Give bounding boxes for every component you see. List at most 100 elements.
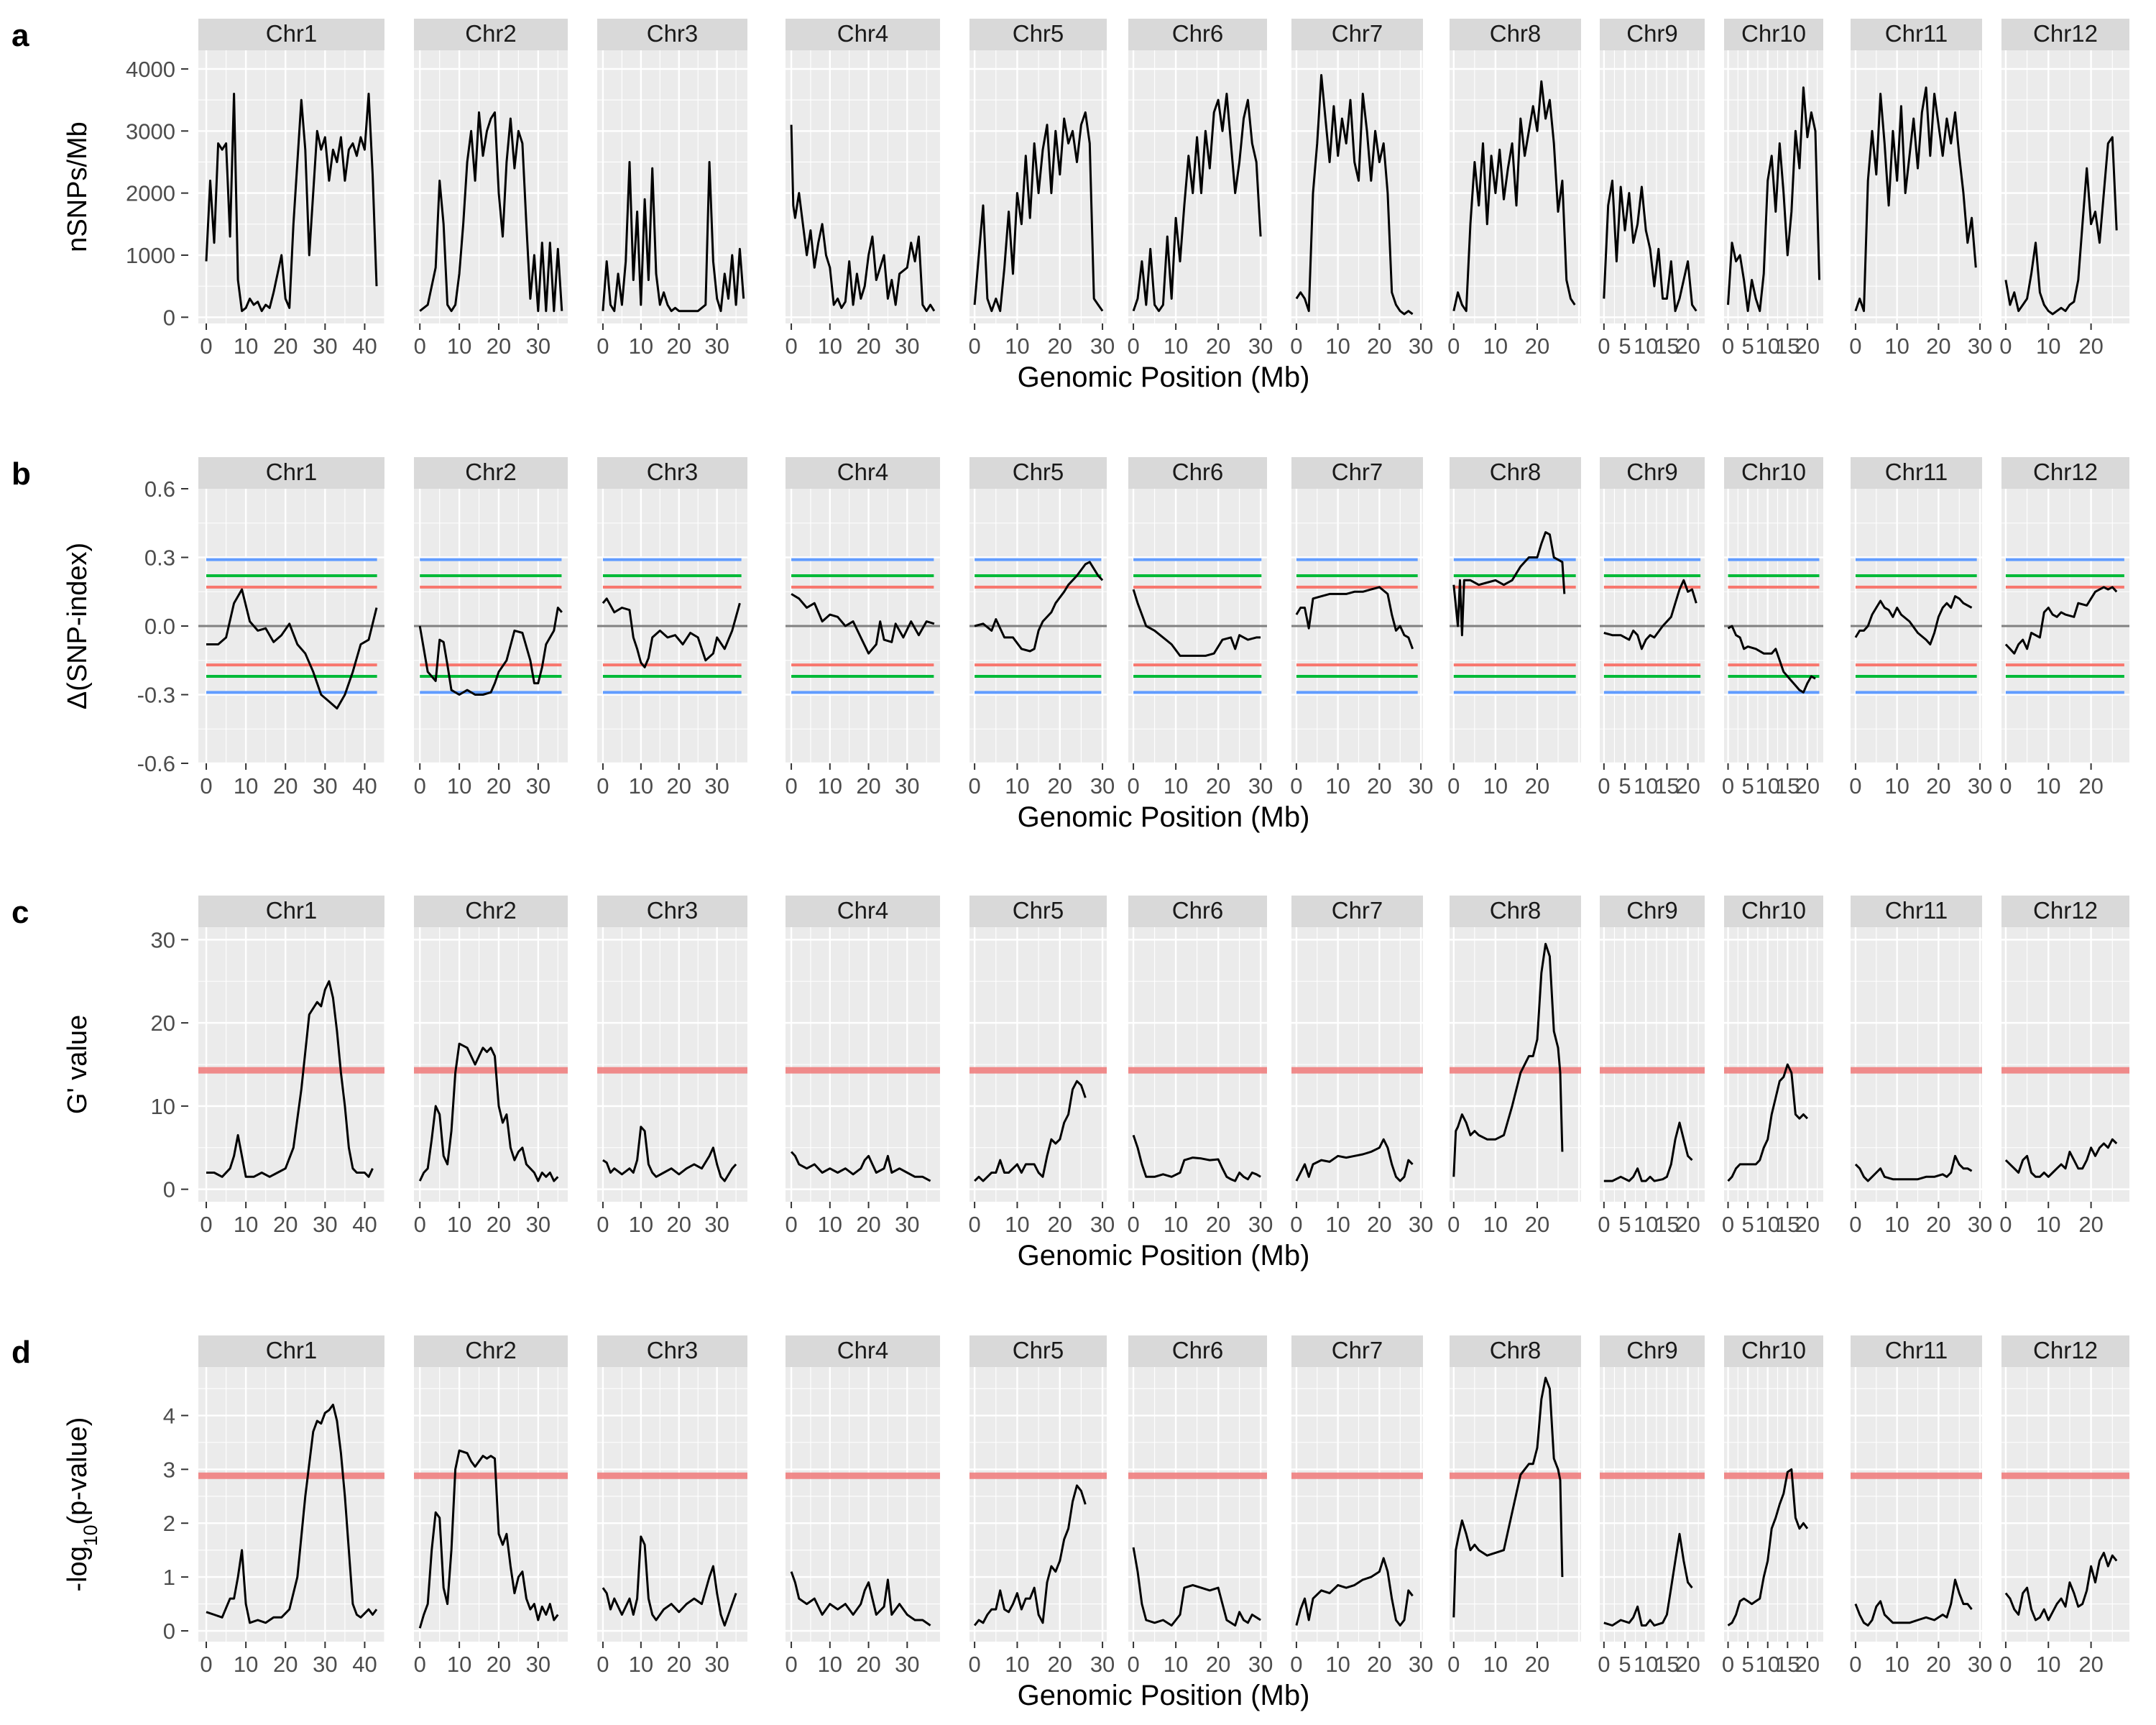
x-tick-label: 20 bbox=[1206, 334, 1230, 359]
x-tick-label: 30 bbox=[1968, 334, 1992, 359]
x-tick-label: 30 bbox=[704, 1212, 729, 1237]
x-tick-label: 20 bbox=[1367, 1212, 1391, 1237]
facet-chr5: Chr5 0 10 20 30 bbox=[968, 457, 1115, 799]
series-line-chr5 bbox=[973, 111, 1104, 313]
facet-strip-label: Chr1 bbox=[266, 20, 318, 47]
facet-strip bbox=[597, 896, 747, 927]
x-axis-title: Genomic Position (Mb) bbox=[1018, 362, 1310, 393]
x-tick-label: 20 bbox=[667, 334, 691, 359]
x-tick-label: 10 bbox=[1755, 773, 1779, 799]
x-tick-label: 10 bbox=[818, 1212, 842, 1237]
x-tick-label: 30 bbox=[1409, 334, 1433, 359]
x-tick-label: 0 bbox=[1598, 1652, 1610, 1677]
facet-strip-label: Chr5 bbox=[1013, 459, 1064, 485]
series-line-chr5 bbox=[974, 1080, 1087, 1182]
facet-chr1: Chr1 0 10 20 30 40 bbox=[198, 457, 385, 799]
facet-strip-label: Chr6 bbox=[1172, 1337, 1224, 1363]
facet-strip-label: Chr8 bbox=[1490, 20, 1542, 47]
facet-strip bbox=[1291, 896, 1423, 927]
facet-strip-label: Chr7 bbox=[1332, 20, 1383, 47]
x-tick-label: 30 bbox=[526, 1652, 550, 1677]
x-tick-label: 0 bbox=[968, 1652, 980, 1677]
facet-strip bbox=[2001, 457, 2129, 489]
x-tick-label: 0 bbox=[596, 334, 609, 359]
x-tick-label: 20 bbox=[1048, 1652, 1072, 1677]
series-line-chr6 bbox=[1132, 93, 1262, 313]
y-tick-label: 0.3 bbox=[144, 546, 175, 571]
x-tick-label: 30 bbox=[313, 1212, 337, 1237]
series-line-chr11 bbox=[1854, 1154, 1973, 1182]
series-line-chr5 bbox=[973, 1484, 1087, 1627]
x-tick-label: 10 bbox=[629, 773, 653, 799]
facet-chr12: Chr12 0 10 20 bbox=[1999, 1335, 2129, 1677]
facet-strip bbox=[1851, 896, 1982, 927]
facet-strip-label: Chr1 bbox=[266, 459, 318, 485]
facet-strip-label: Chr1 bbox=[266, 897, 318, 924]
x-tick-label: 0 bbox=[1722, 334, 1734, 359]
x-tick-label: 0 bbox=[1447, 334, 1460, 359]
panel-label: c bbox=[11, 895, 29, 930]
panel-background bbox=[1291, 1367, 1423, 1642]
facet-chr2: Chr2 0 10 20 30 bbox=[414, 1335, 568, 1677]
x-tick-label: 20 bbox=[1795, 1212, 1820, 1237]
x-tick-label: 20 bbox=[487, 773, 511, 799]
facet-strip bbox=[969, 19, 1107, 50]
facet-strip-label: Chr10 bbox=[1741, 20, 1806, 47]
x-tick-label: 5 bbox=[1741, 1212, 1754, 1237]
y-tick-label: 2 bbox=[163, 1511, 175, 1536]
y-tick-label: 10 bbox=[151, 1094, 175, 1119]
facet-strip bbox=[1128, 1335, 1267, 1367]
x-tick-label: 10 bbox=[1325, 334, 1350, 359]
x-tick-label: 20 bbox=[1795, 334, 1820, 359]
panel-background bbox=[414, 1367, 568, 1642]
facet-chr8: Chr8 0 10 20 bbox=[1447, 457, 1581, 799]
series-line-chr4 bbox=[790, 124, 936, 313]
panel-background bbox=[1600, 1367, 1705, 1642]
x-tick-label: 15 bbox=[1775, 334, 1800, 359]
x-tick-label: 5 bbox=[1618, 1212, 1631, 1237]
x-tick-label: 0 bbox=[1598, 334, 1610, 359]
x-tick-label: 5 bbox=[1618, 1652, 1631, 1677]
facet-strip bbox=[1291, 1335, 1423, 1367]
facet-strip-label: Chr4 bbox=[837, 459, 889, 485]
x-tick-label: 10 bbox=[1325, 1652, 1350, 1677]
x-tick-label: 10 bbox=[1483, 1652, 1508, 1677]
x-tick-label: 20 bbox=[856, 1212, 880, 1237]
facet-chr8: Chr8 0 10 20 bbox=[1447, 1335, 1581, 1677]
x-tick-label: 20 bbox=[856, 334, 880, 359]
y-axis-title: G' value bbox=[63, 1015, 93, 1114]
x-tick-label: 20 bbox=[856, 1652, 880, 1677]
x-tick-label: 10 bbox=[1755, 1652, 1779, 1677]
x-tick-label: 0 bbox=[1849, 1652, 1861, 1677]
x-tick-label: 30 bbox=[1248, 334, 1273, 359]
x-tick-label: 10 bbox=[2036, 334, 2060, 359]
panel-background bbox=[786, 50, 940, 323]
series-line-chr7 bbox=[1295, 74, 1414, 316]
x-tick-label: 20 bbox=[1926, 334, 1950, 359]
y-tick-label: 0 bbox=[163, 305, 175, 330]
x-tick-label: 30 bbox=[1968, 773, 1992, 799]
x-tick-label: 30 bbox=[526, 334, 550, 359]
series-line-chr12 bbox=[2004, 1138, 2118, 1178]
facet-chr11: Chr11 0 10 20 30 bbox=[1849, 1335, 1992, 1677]
x-tick-label: 10 bbox=[1634, 773, 1658, 799]
facet-strip bbox=[1128, 457, 1267, 489]
series-line-chr12 bbox=[2004, 1551, 2118, 1622]
x-tick-label: 20 bbox=[273, 773, 298, 799]
x-tick-label: 20 bbox=[1675, 1652, 1700, 1677]
x-tick-label: 30 bbox=[1090, 334, 1115, 359]
facet-chr11: Chr11 0 10 20 30 bbox=[1849, 896, 1992, 1237]
x-tick-label: 0 bbox=[596, 1212, 609, 1237]
x-tick-label: 20 bbox=[2078, 773, 2103, 799]
facet-strip bbox=[786, 896, 940, 927]
x-tick-label: 0 bbox=[596, 1652, 609, 1677]
x-tick-label: 15 bbox=[1654, 773, 1679, 799]
x-tick-label: 30 bbox=[1248, 773, 1273, 799]
x-tick-label: 30 bbox=[704, 1652, 729, 1677]
x-tick-label: 0 bbox=[200, 773, 212, 799]
x-tick-label: 0 bbox=[1290, 1212, 1302, 1237]
x-tick-label: 10 bbox=[629, 1212, 653, 1237]
panel-background bbox=[1128, 50, 1267, 323]
x-tick-label: 0 bbox=[1999, 334, 2012, 359]
